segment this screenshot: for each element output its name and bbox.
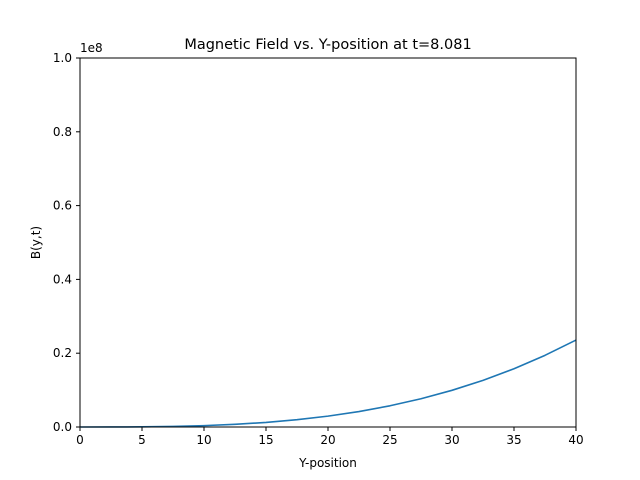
y-tick-label: 0.0 [53, 420, 72, 434]
x-tick-label: 30 [444, 433, 459, 447]
y-tick-label: 0.6 [53, 199, 72, 213]
y-tick-label: 1.0 [53, 51, 72, 65]
x-tick-label: 35 [506, 433, 521, 447]
y-axis-label: B(y,t) [29, 226, 43, 259]
x-tick-label: 15 [258, 433, 273, 447]
chart-title: Magnetic Field vs. Y-position at t=8.081 [184, 37, 471, 53]
plot-frame [79, 57, 577, 428]
x-tick-label: 0 [76, 433, 84, 447]
y-tick-label: 0.4 [53, 272, 72, 286]
y-tick-label: 0.8 [53, 125, 72, 139]
x-tick-label: 20 [320, 433, 335, 447]
x-tick-label: 25 [382, 433, 397, 447]
y-axis-ticks: 0.0 0.2 0.4 0.6 0.8 1.0 [53, 51, 80, 434]
x-tick-label: 10 [196, 433, 211, 447]
x-axis-label: Y-position [298, 456, 357, 470]
y-tick-label: 0.2 [53, 346, 72, 360]
y-offset-label: 1e8 [80, 41, 103, 55]
x-axis-ticks: 0 5 10 15 20 25 30 35 40 [76, 427, 584, 447]
x-tick-label: 5 [138, 433, 146, 447]
plot-area [80, 58, 576, 427]
x-tick-label: 40 [568, 433, 583, 447]
